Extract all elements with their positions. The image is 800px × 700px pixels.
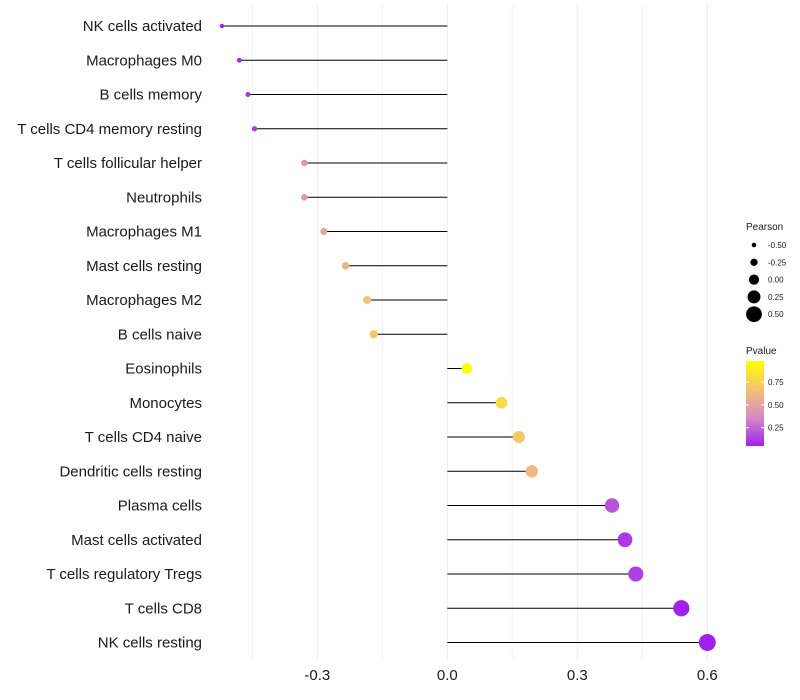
data-point <box>245 91 251 98</box>
data-point <box>698 634 716 651</box>
category-label: Monocytes <box>129 395 202 412</box>
points <box>219 23 716 651</box>
category-label: Macrophages M1 <box>86 224 202 241</box>
category-label: Eosinophils <box>125 361 202 378</box>
x-tick-label: -0.3 <box>304 667 330 684</box>
x-tick-label: 0.6 <box>697 667 718 684</box>
data-point <box>512 430 525 444</box>
pearson-legend-title: Pearson <box>746 222 783 233</box>
size-legend-key <box>750 258 758 266</box>
data-point <box>604 498 620 513</box>
category-label: Macrophages M0 <box>86 52 202 69</box>
grid-lines <box>251 5 708 660</box>
category-label: T cells CD4 naive <box>85 429 202 446</box>
stems <box>222 25 708 643</box>
category-label: Neutrophils <box>126 189 202 206</box>
x-tick-label: 0.3 <box>567 667 588 684</box>
data-point <box>219 23 225 29</box>
size-legend-label: 0.50 <box>768 310 784 319</box>
data-point <box>525 465 539 478</box>
data-point <box>673 600 690 617</box>
data-point <box>628 566 644 582</box>
x-tick-label: 0.0 <box>437 667 458 684</box>
size-legend-key <box>748 274 760 285</box>
size-legend-label: 0.25 <box>768 293 784 302</box>
data-point <box>341 261 350 270</box>
pearson-size-legend: Pearson -0.50 -0.25 0.00 0.25 0.50 <box>746 222 787 323</box>
size-legend-key <box>751 242 757 248</box>
category-label: T cells CD8 <box>125 600 202 617</box>
category-label: B cells memory <box>99 87 202 104</box>
colorbar-label: 0.50 <box>768 401 784 410</box>
data-point <box>301 194 308 201</box>
data-point <box>617 532 633 548</box>
size-legend-label: -0.50 <box>768 241 787 250</box>
category-label: Macrophages M2 <box>86 292 202 309</box>
pvalue-legend-title: Pvalue <box>746 346 777 357</box>
category-label: B cells naive <box>118 326 202 343</box>
category-label: Mast cells activated <box>71 532 202 549</box>
category-label: Mast cells resting <box>86 258 202 275</box>
colorbar-label: 0.75 <box>768 378 784 387</box>
size-legend-label: -0.25 <box>768 258 787 267</box>
colorbar-label: 0.25 <box>768 424 784 433</box>
legend: Pearson -0.50 -0.25 0.00 0.25 0.50 Pvalue 0.… <box>746 222 787 446</box>
category-label: T cells regulatory Tregs <box>46 566 202 583</box>
x-axis-ticks: -0.3 0.0 0.3 0.6 <box>304 667 717 684</box>
data-point <box>301 159 308 167</box>
category-label: Dendritic cells resting <box>59 463 202 480</box>
pvalue-colorbar <box>746 361 764 446</box>
size-legend-key <box>747 290 761 304</box>
size-legend-label: 0.00 <box>768 276 784 285</box>
pvalue-color-legend: Pvalue 0.25 0.50 0.75 <box>746 346 784 446</box>
data-point <box>495 396 508 409</box>
size-legend-key <box>746 306 762 323</box>
category-label: NK cells resting <box>98 635 202 652</box>
category-label: NK cells activated <box>83 18 202 35</box>
data-point <box>363 295 372 305</box>
data-point <box>320 228 328 235</box>
data-point <box>369 330 378 339</box>
data-point <box>251 126 258 132</box>
category-label: T cells CD4 memory resting <box>17 121 202 138</box>
category-label: Plasma cells <box>118 498 202 515</box>
category-labels: NK cells activated Macrophages M0 B cells … <box>17 18 202 652</box>
data-point <box>236 57 242 63</box>
category-label: T cells follicular helper <box>54 155 202 172</box>
data-point <box>461 363 473 374</box>
